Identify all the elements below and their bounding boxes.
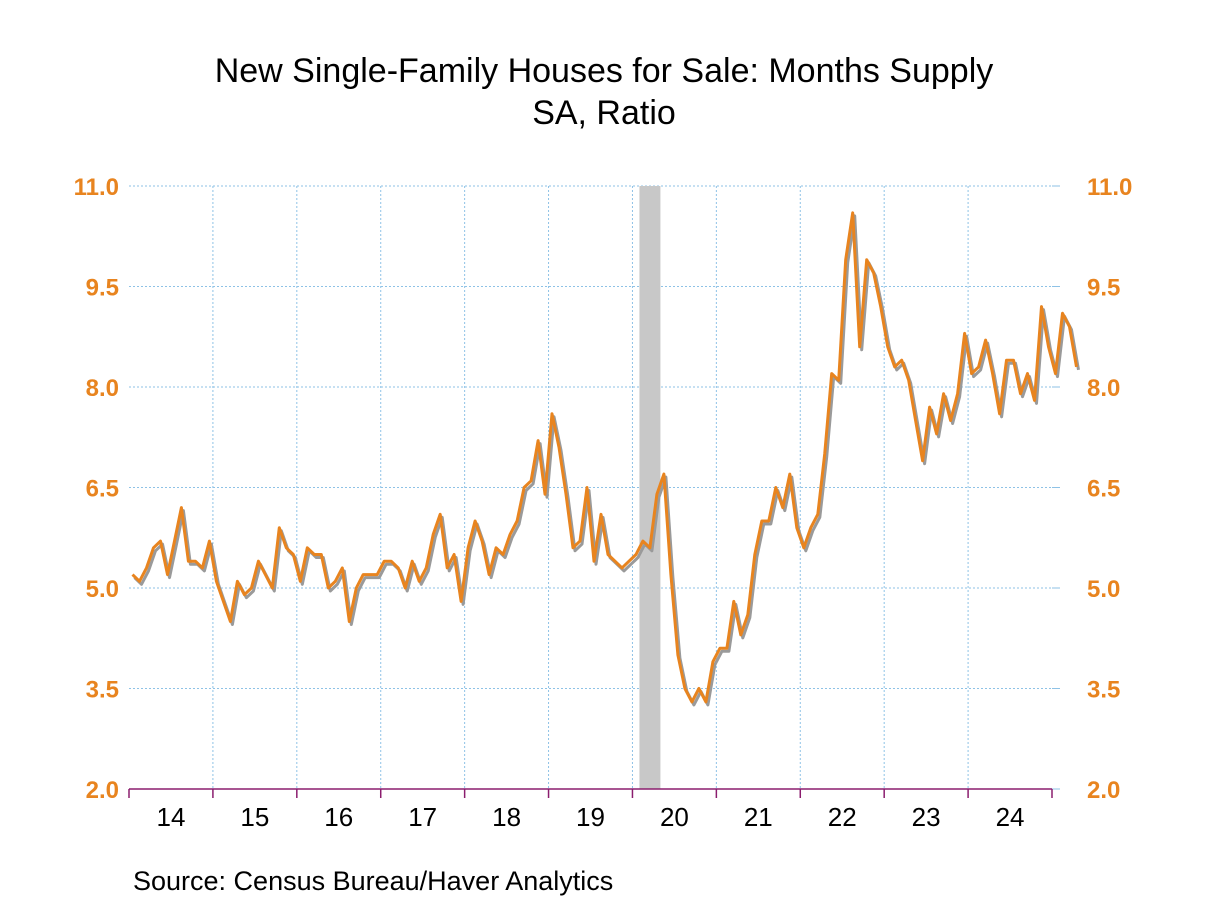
source-note: Source: Census Bureau/Haver Analytics xyxy=(133,866,614,896)
x-tick-label: 19 xyxy=(576,802,605,832)
recession-band xyxy=(639,186,661,789)
y-tick-label-left: 11.0 xyxy=(74,174,119,201)
y-tick-label-left: 2.0 xyxy=(86,777,119,804)
x-tick-label: 24 xyxy=(996,802,1025,832)
series-line xyxy=(131,211,1078,704)
y-tick-label-right: 3.5 xyxy=(1087,677,1120,704)
y-tick-label-right: 6.5 xyxy=(1087,476,1120,503)
x-tick-label: 21 xyxy=(744,802,773,832)
y-tick-label-right: 9.5 xyxy=(1087,275,1120,302)
x-tick-label: 17 xyxy=(408,802,437,832)
y-tick-label-right: 2.0 xyxy=(1087,777,1120,804)
y-tick-label-right: 11.0 xyxy=(1087,174,1132,201)
y-tick-label-left: 9.5 xyxy=(86,275,119,302)
series-line-shadow xyxy=(133,214,1080,707)
y-tick-label-left: 3.5 xyxy=(86,677,119,704)
chart-title: New Single-Family Houses for Sale: Month… xyxy=(214,52,994,90)
x-tick-label: 14 xyxy=(156,802,185,832)
y-tick-label-right: 5.0 xyxy=(1087,576,1120,603)
x-tick-label: 16 xyxy=(324,802,353,832)
x-tick-label: 18 xyxy=(492,802,521,832)
y-tick-label-left: 6.5 xyxy=(86,476,119,503)
x-tick-label: 20 xyxy=(660,802,689,832)
y-tick-label-right: 8.0 xyxy=(1087,375,1120,402)
y-tick-label-left: 5.0 xyxy=(86,576,119,603)
x-tick-label: 15 xyxy=(240,802,269,832)
x-tick-label: 23 xyxy=(912,802,941,832)
chart-subtitle: SA, Ratio xyxy=(532,94,676,132)
x-tick-label: 22 xyxy=(828,802,857,832)
y-tick-label-left: 8.0 xyxy=(86,375,119,402)
